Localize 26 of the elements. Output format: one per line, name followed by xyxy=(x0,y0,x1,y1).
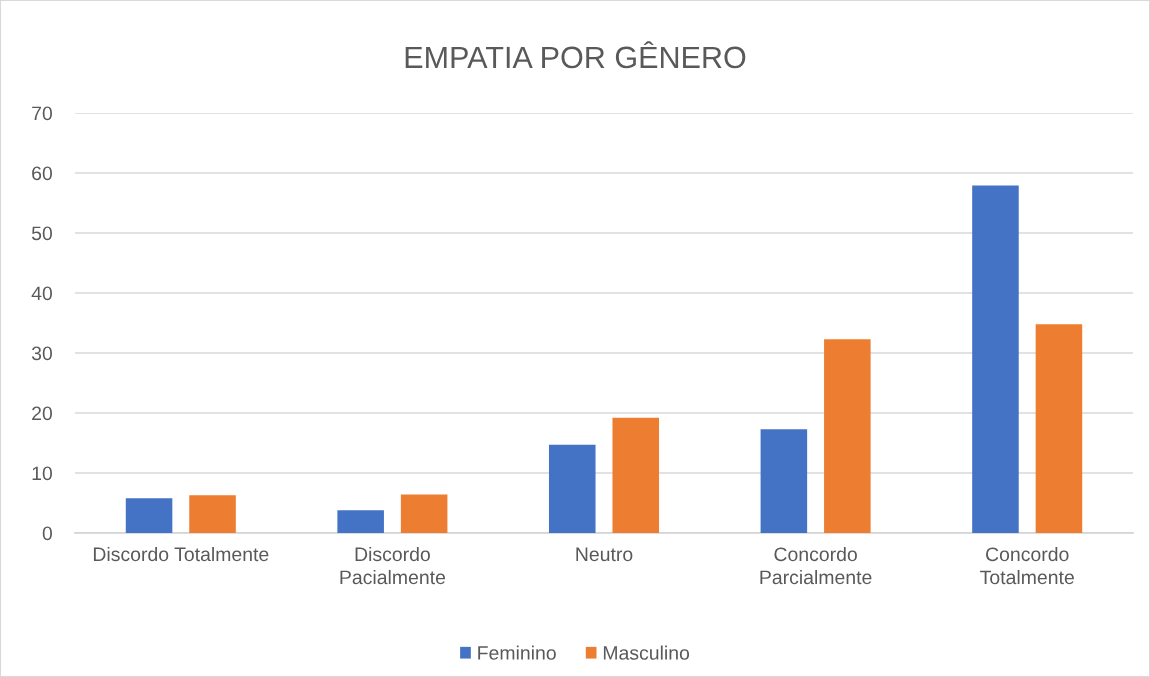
y-tick-label: 40 xyxy=(31,286,53,301)
bar xyxy=(760,429,808,533)
y-tick-label: 20 xyxy=(32,406,53,421)
x-tick-label: Discordo Totalmente xyxy=(93,546,269,562)
bar xyxy=(400,494,448,533)
x-tick-label: Concordo Totalmente xyxy=(980,546,1074,585)
bar xyxy=(548,444,596,533)
y-tick-label: 10 xyxy=(32,466,53,481)
bar xyxy=(337,510,384,533)
bar xyxy=(1035,324,1083,533)
y-tick-label: 30 xyxy=(31,346,53,361)
bar xyxy=(972,185,1019,533)
y-tick-label: 0 xyxy=(42,526,53,541)
bar xyxy=(125,498,173,533)
x-tick-label: Concordo Parcialmente xyxy=(760,546,872,585)
bar xyxy=(824,339,871,533)
x-tick-label: Neutro xyxy=(576,547,633,562)
x-tick-label: Discordo Pacialmente xyxy=(340,546,446,585)
bar xyxy=(189,495,236,533)
legend-label: Feminino xyxy=(478,645,556,660)
y-tick-label: 70 xyxy=(32,106,53,121)
y-tick-label: 50 xyxy=(31,226,53,241)
legend-label: Masculino xyxy=(603,645,690,660)
chart-title: EMPATIA POR GÊNERO xyxy=(405,41,746,69)
y-tick-label: 60 xyxy=(32,166,53,181)
bar xyxy=(612,417,660,533)
